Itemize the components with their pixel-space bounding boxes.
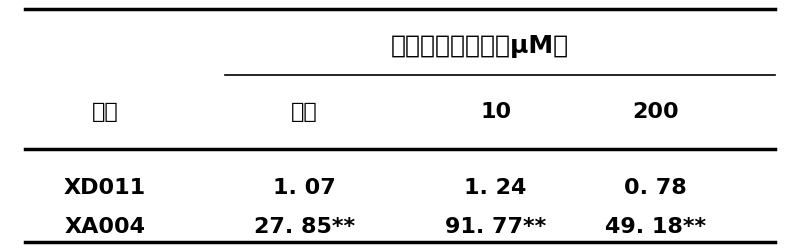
Text: 1. 07: 1. 07: [273, 178, 336, 198]
Text: 1. 24: 1. 24: [465, 178, 527, 198]
Text: 对照: 对照: [291, 102, 318, 122]
Text: 200: 200: [632, 102, 678, 122]
Text: 91. 77**: 91. 77**: [445, 217, 546, 237]
Text: XD011: XD011: [64, 178, 146, 198]
Text: 10: 10: [480, 102, 511, 122]
Text: XA004: XA004: [65, 217, 146, 237]
Text: 0. 78: 0. 78: [624, 178, 686, 198]
Text: 27. 85**: 27. 85**: [254, 217, 355, 237]
Text: 品种: 品种: [92, 102, 118, 122]
Text: 不同镁处理水平（μM）: 不同镁处理水平（μM）: [390, 33, 569, 58]
Text: 49. 18**: 49. 18**: [605, 217, 706, 237]
